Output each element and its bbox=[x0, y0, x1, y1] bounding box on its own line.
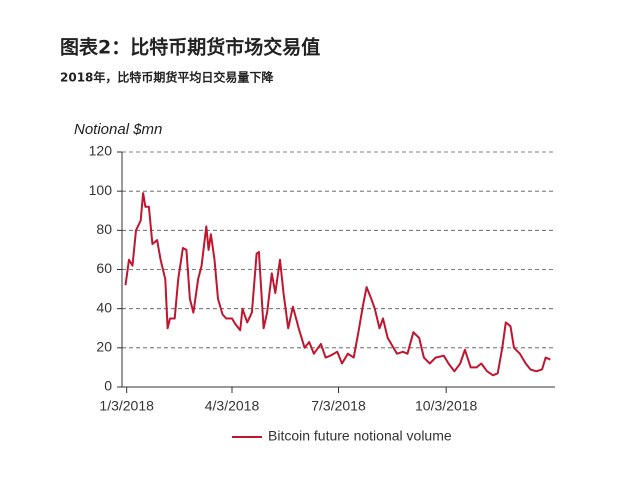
y-tick-label: 100 bbox=[89, 182, 113, 198]
y-tick-label: 80 bbox=[96, 221, 112, 237]
y-axis-label: Notional $mn bbox=[74, 121, 162, 138]
x-tick-label: 4/3/2018 bbox=[205, 398, 260, 414]
y-tick-label: 120 bbox=[89, 143, 113, 159]
x-tick-label: 7/3/2018 bbox=[311, 398, 366, 414]
x-tick-label: 10/3/2018 bbox=[415, 398, 477, 414]
y-tick-label: 20 bbox=[96, 339, 112, 355]
y-tick-label: 0 bbox=[104, 378, 112, 394]
x-tick-label: 1/3/2018 bbox=[99, 398, 154, 414]
y-tick-label: 40 bbox=[96, 299, 112, 315]
y-tick-label: 60 bbox=[96, 260, 112, 276]
data-line bbox=[124, 192, 551, 377]
chart-title: 图表2：比特币期货市场交易值 bbox=[60, 36, 320, 59]
chart-subtitle: 2018年，比特币期货平均日交易量下降 bbox=[60, 70, 274, 85]
legend-label: Bitcoin future notional volume bbox=[268, 428, 452, 444]
